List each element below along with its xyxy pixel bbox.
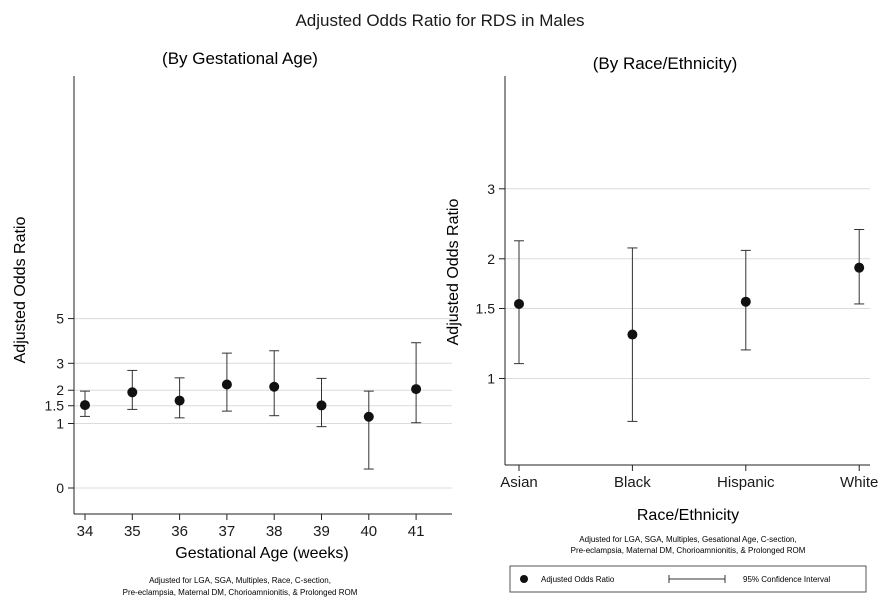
axes bbox=[68, 76, 452, 520]
y-tick-label: 0 bbox=[56, 480, 64, 496]
y-tick-label: 3 bbox=[487, 181, 495, 197]
odds-ratio-point bbox=[174, 395, 185, 406]
grid-lines bbox=[505, 188, 870, 379]
panel-race-ethnicity: (By Race/Ethnicity) 1 1.5 2 3 Asian Black His… bbox=[445, 54, 878, 555]
x-axis-label: Gestational Age (weeks) bbox=[175, 545, 348, 562]
subtitle-race-ethnicity: (By Race/Ethnicity) bbox=[593, 54, 738, 73]
x-tick-label: Black bbox=[614, 474, 651, 491]
grid-lines bbox=[74, 318, 452, 489]
ci-bar bbox=[411, 342, 422, 424]
legend-ci-label: 95% Confidence Interval bbox=[743, 575, 830, 584]
odds-ratio-point bbox=[269, 381, 280, 392]
y-tick-labels: 0 1 1.52 3 5 bbox=[45, 311, 65, 496]
footnote-line-1: Adjusted for LGA, SGA, Multiples, Race, … bbox=[149, 576, 331, 585]
legend-ci-icon bbox=[668, 575, 726, 583]
x-tick-label: 35 bbox=[124, 523, 141, 540]
x-tick-label: 38 bbox=[266, 523, 283, 540]
odds-ratio-point bbox=[127, 387, 138, 398]
y-tick-label: 1.5 bbox=[45, 398, 65, 414]
y-axis-label: Adjusted Odds Ratio bbox=[445, 199, 462, 346]
odds-ratio-point bbox=[514, 298, 524, 309]
y-tick-label: 3 bbox=[56, 355, 64, 371]
footnote-line-1: Adjusted for LGA, SGA, Multiples, Gesati… bbox=[579, 535, 796, 544]
x-tick-label: White bbox=[840, 474, 878, 491]
odds-ratio-point bbox=[854, 262, 865, 273]
figure-title: Adjusted Odds Ratio for RDS in Males bbox=[295, 11, 584, 30]
x-tick-label: Asian bbox=[500, 474, 538, 491]
legend-marker-icon bbox=[520, 575, 528, 583]
odds-ratio-point bbox=[316, 400, 327, 411]
x-tick-label: 36 bbox=[171, 523, 188, 540]
x-tick-label: 34 bbox=[77, 523, 94, 540]
x-tick-label: 40 bbox=[360, 523, 377, 540]
x-tick-labels: 34 35 36 37 38 39 40 41 bbox=[77, 523, 425, 540]
confidence-intervals bbox=[514, 229, 865, 422]
x-tick-label: 37 bbox=[219, 523, 236, 540]
y-tick-label: 1 bbox=[487, 371, 495, 387]
odds-ratio-point bbox=[80, 400, 90, 411]
y-tick-label: 2 bbox=[487, 251, 495, 267]
legend: Adjusted Odds Ratio 95% Confidence Inter… bbox=[509, 565, 867, 593]
odds-ratio-point bbox=[363, 411, 374, 422]
ci-bar bbox=[363, 390, 374, 470]
odds-ratio-point bbox=[627, 329, 638, 340]
odds-ratio-point bbox=[411, 384, 422, 395]
y-tick-label: 1.5 bbox=[476, 300, 496, 316]
y-axis-label: Adjusted Odds Ratio bbox=[12, 217, 29, 364]
odds-ratio-points bbox=[80, 379, 422, 422]
odds-ratio-point bbox=[221, 379, 232, 390]
x-axis-label: Race/Ethnicity bbox=[637, 507, 739, 524]
x-tick-label: Hispanic bbox=[717, 474, 775, 491]
y-tick-label: 1 bbox=[56, 416, 64, 432]
subtitle-gestational-age: (By Gestational Age) bbox=[162, 49, 318, 68]
axes bbox=[499, 76, 870, 471]
x-tick-labels: Asian Black Hispanic White bbox=[500, 474, 878, 491]
footnote-line-2: Pre-eclampsia, Maternal DM, Chorioamnion… bbox=[123, 588, 358, 597]
legend-marker-label: Adjusted Odds Ratio bbox=[541, 575, 615, 584]
odds-ratio-point bbox=[740, 296, 751, 307]
y-tick-label: 2 bbox=[56, 382, 64, 398]
y-tick-label: 5 bbox=[56, 311, 64, 327]
odds-ratio-points bbox=[514, 262, 865, 340]
x-tick-label: 39 bbox=[313, 523, 330, 540]
x-tick-label: 41 bbox=[408, 523, 425, 540]
y-tick-labels: 1 1.5 2 3 bbox=[476, 181, 496, 387]
footnote-line-2: Pre-eclampsia, Maternal DM, Chorioamnion… bbox=[571, 546, 806, 555]
confidence-intervals bbox=[80, 342, 422, 470]
